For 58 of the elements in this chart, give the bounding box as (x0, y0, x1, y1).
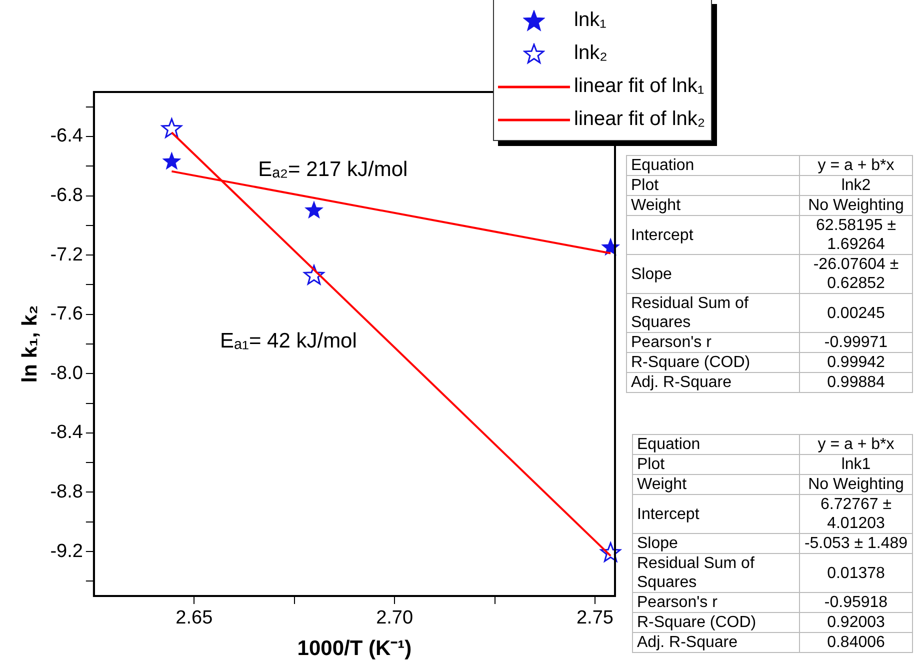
x-tick-label: 2.70 (376, 608, 414, 629)
text: Residual Sum of Squares (626, 294, 800, 332)
legend-label: linear fit of lnk₂ (574, 108, 706, 131)
text: Plot (632, 454, 800, 474)
x-tick-label: 2.65 (176, 608, 213, 629)
text: 0.99884 (800, 372, 912, 392)
text: Intercept (626, 216, 800, 254)
text: -0.99971 (800, 332, 912, 352)
y-tick-label: -8.4 (50, 422, 84, 444)
text: Residual Sum of Squares (632, 554, 800, 592)
text: Weight (632, 474, 800, 494)
text: Intercept (632, 494, 800, 534)
text: 6.72767 ± 4.01203 (800, 494, 912, 534)
y-axis-title: ln k₁, k₂ (18, 305, 42, 383)
text: -0.95918 (800, 592, 912, 612)
text: Equation (626, 156, 800, 176)
legend-label: lnk₁ (574, 9, 606, 32)
x-tick-label: 2.75 (576, 608, 614, 629)
annotation: Eₐ₂= 217 kJ/mol (258, 158, 408, 181)
text: Weight (626, 196, 800, 216)
text: 0.99942 (800, 352, 912, 372)
annotation: Eₐ₁= 42 kJ/mol (220, 329, 357, 352)
text: R-Square (COD) (626, 352, 800, 372)
text: y = a + b*x (800, 156, 912, 176)
y-tick-label: -8.0 (50, 362, 83, 384)
point (161, 118, 182, 138)
text: 0.00245 (800, 294, 912, 332)
y-tick-label: -8.8 (50, 481, 83, 502)
text: y = a + b*x (800, 434, 912, 454)
legend-label: lnk₂ (574, 42, 608, 65)
text: Pearson's r (626, 332, 800, 352)
text: 0.84006 (800, 632, 912, 652)
legend-label: linear fit of lnk₁ (574, 75, 704, 98)
text: No Weighting (800, 474, 912, 494)
text: Equation (632, 434, 800, 454)
y-tick-label: -6.8 (50, 185, 83, 206)
text: 0.01378 (800, 554, 912, 592)
text: Adj. R-Square (626, 372, 800, 392)
text: Slope (632, 534, 800, 554)
text: lnk2 (800, 176, 912, 196)
text: 62.58195 ± 1.69264 (800, 216, 912, 254)
y-tick-label: -6.4 (50, 126, 84, 147)
y-tick-label: -9.2 (50, 540, 83, 562)
text: Adj. R-Square (632, 632, 800, 652)
y-tick-label: -7.6 (50, 304, 83, 325)
point (162, 152, 182, 170)
text: No Weighting (800, 196, 912, 216)
text: Plot (626, 176, 800, 196)
text: -26.07604 ± 0.62852 (800, 254, 912, 294)
x-axis-title: 1000/T (K⁻¹) (297, 637, 412, 660)
text: lnk1 (800, 454, 912, 474)
text: -5.053 ± 1.489 (800, 534, 912, 554)
text: Pearson's r (632, 592, 800, 612)
text: Slope (626, 254, 800, 294)
text: R-Square (COD) (632, 612, 800, 632)
point (304, 200, 324, 219)
text: 0.92003 (800, 612, 912, 632)
y-tick-label: -7.2 (50, 244, 83, 266)
